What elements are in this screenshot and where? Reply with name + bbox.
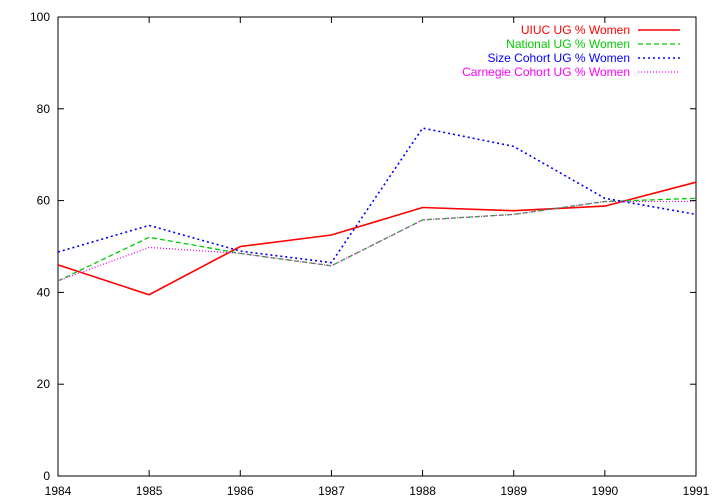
y-tick-label: 40	[37, 285, 51, 299]
legend-label: UIUC UG % Women	[521, 23, 630, 37]
x-tick-label: 1988	[409, 484, 436, 498]
y-tick-label: 100	[30, 10, 50, 24]
x-tick-label: 1984	[45, 484, 72, 498]
series-line-2	[57, 197, 697, 282]
x-tick-label: 1991	[683, 484, 710, 498]
legend-label: National UG % Women	[506, 37, 630, 51]
y-tick-label: 60	[37, 194, 51, 208]
y-tick-label: 20	[37, 377, 51, 391]
x-tick-label: 1987	[318, 484, 345, 498]
x-tick-label: 1985	[136, 484, 163, 498]
x-tick-label: 1986	[227, 484, 254, 498]
x-tick-label: 1989	[500, 484, 527, 498]
y-tick-label: 0	[43, 469, 50, 483]
series-line-4	[57, 200, 696, 282]
legend-label: Carnegie Cohort UG % Women	[462, 65, 630, 79]
series-lines	[57, 127, 697, 296]
y-tick-label: 80	[37, 102, 51, 116]
legend-label: Size Cohort UG % Women	[488, 51, 631, 65]
x-tick-label: 1990	[592, 484, 619, 498]
series-line-3	[57, 127, 697, 264]
axis-ticks: 0 20 40 60 80 100 1984 1985 1986 1987 1988 1989 1990…	[30, 10, 710, 498]
plot-frame	[57, 16, 697, 477]
series-line-1	[57, 181, 697, 296]
